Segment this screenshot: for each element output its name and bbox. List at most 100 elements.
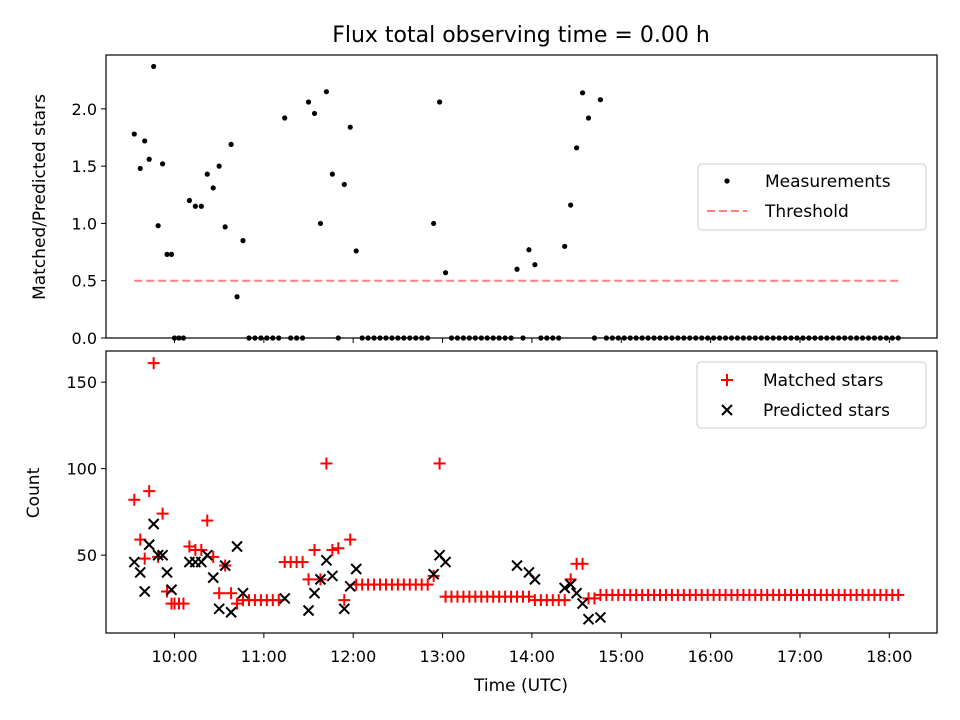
measurement-point: [264, 335, 270, 341]
bottom-y-tick-label: 150: [66, 373, 97, 392]
legend-label-measurements: Measurements: [765, 172, 891, 192]
measurement-point: [186, 197, 192, 204]
measurement-point: [895, 335, 901, 341]
bottom-x-tick-label: 17:00: [777, 647, 823, 666]
measurement-point: [728, 335, 735, 341]
measurement-point: [508, 335, 514, 341]
measurement-point: [466, 335, 472, 341]
predicted-star-point: [302, 604, 315, 617]
measurement-point: [228, 141, 234, 147]
measurement-point: [299, 335, 306, 341]
measurement-point: [240, 238, 246, 244]
predicted-star-point: [564, 578, 577, 591]
measurement-point: [544, 335, 550, 341]
measurement-point: [365, 335, 371, 341]
bottom-x-tick-label: 18:00: [866, 647, 912, 666]
matched-star-point: [134, 533, 147, 546]
measurement-point: [407, 335, 413, 341]
matched-star-point: [344, 533, 357, 546]
measurement-point: [764, 335, 770, 341]
bottom-legend: Matched stars Predicted stars: [696, 361, 927, 429]
measurement-point: [877, 335, 884, 341]
measurement-point: [574, 145, 580, 151]
top-y-tick-label: 1.5: [72, 157, 97, 176]
predicted-star-point: [511, 559, 523, 572]
measurement-point: [210, 185, 216, 191]
measurement-point: [454, 335, 461, 341]
measurement-point: [146, 156, 152, 162]
bottom-y-axis-label: Count: [24, 467, 44, 518]
matched-star-point: [308, 543, 321, 556]
measurement-point: [460, 335, 467, 341]
matched-star-point: [558, 594, 571, 607]
measurement-point: [389, 335, 395, 341]
measurement-point: [151, 63, 157, 70]
measurement-point: [585, 115, 592, 121]
measurement-point: [830, 335, 836, 341]
measurement-point: [699, 335, 705, 341]
predicted-star-point: [326, 570, 339, 582]
legend-label-threshold: Threshold: [764, 202, 849, 222]
measurement-point: [478, 335, 484, 341]
measurement-point: [556, 335, 562, 341]
measurement-point: [252, 335, 258, 341]
measurement-point: [705, 335, 711, 341]
measurement-point: [413, 335, 419, 341]
measurement-point: [514, 266, 520, 272]
matched-star-point: [225, 587, 238, 600]
measurement-point: [377, 335, 383, 341]
predicted-star-point: [279, 592, 291, 605]
matched-star-point: [177, 597, 190, 610]
matched-star-point: [332, 542, 345, 555]
measurement-point: [204, 171, 210, 177]
measurement-point: [216, 163, 222, 169]
measurement-point: [222, 224, 228, 230]
bottom-x-tick-label: 14:00: [509, 647, 555, 666]
measurement-point: [734, 335, 741, 341]
measurement-point: [859, 335, 866, 341]
measurement-point: [871, 335, 878, 341]
measurement-point: [425, 335, 431, 341]
predicted-star-point: [338, 603, 350, 615]
matched-star-point: [427, 569, 440, 582]
measurement-point: [722, 335, 729, 341]
measurement-point: [663, 335, 669, 341]
measurement-point: [889, 335, 895, 341]
measurement-point: [579, 90, 586, 96]
predicted-star-point: [350, 563, 362, 575]
predicted-star-point: [231, 540, 243, 553]
measurement-point: [675, 335, 681, 341]
measurement-point: [198, 203, 204, 209]
measurement-point: [824, 335, 830, 341]
measurement-point: [782, 335, 788, 341]
measurement-point: [323, 89, 330, 95]
measurement-point: [442, 270, 449, 276]
predicted-star-point: [308, 587, 321, 599]
top-y-tick-label: 2.0: [72, 100, 97, 119]
top-legend-box: [697, 163, 927, 231]
measurement-point: [472, 335, 478, 341]
measurement-point: [347, 124, 353, 130]
measurement-point: [142, 138, 148, 144]
matched-star-point: [326, 543, 339, 556]
measurement-point: [651, 335, 657, 341]
predicted-star-point: [219, 559, 231, 572]
bottom-x-tick-label: 16:00: [688, 647, 734, 666]
measurement-point: [329, 171, 335, 177]
measurement-point: [371, 335, 377, 341]
matched-star-point: [143, 485, 156, 498]
measurement-point: [282, 115, 288, 121]
measurement-point: [550, 335, 556, 341]
bottom-y-tick-label: 100: [66, 460, 97, 479]
measurement-point: [496, 335, 502, 341]
measurement-point: [538, 335, 544, 341]
bottom-plot-area: 50 100 150 10:00 11:00 12:00 13:00 14:00 15:00 16…: [66, 350, 938, 666]
measurement-point: [711, 335, 717, 341]
measurement-point: [609, 335, 615, 341]
measurement-point: [740, 335, 746, 341]
matched-star-point: [201, 514, 214, 527]
matched-star-point: [213, 587, 226, 600]
matched-star-point: [156, 507, 169, 520]
